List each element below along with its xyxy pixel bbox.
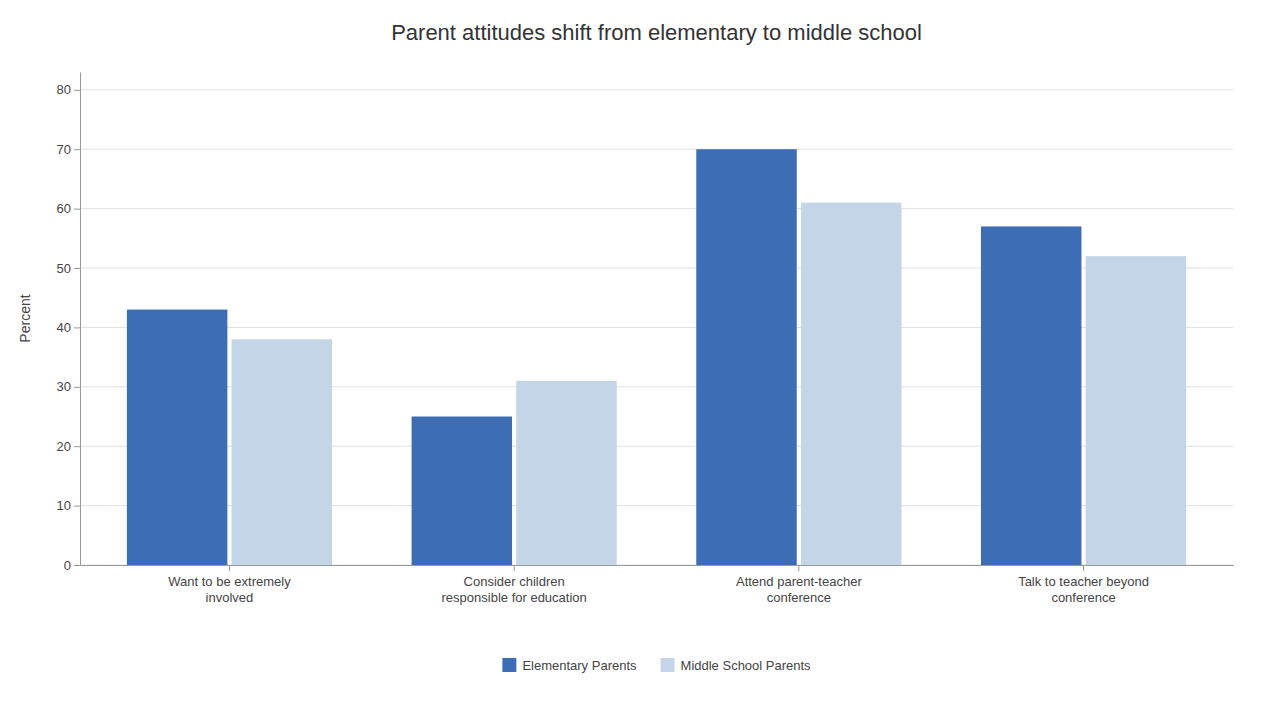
- x-tick-mark: [514, 565, 515, 571]
- legend-label: Elementary Parents: [522, 658, 637, 673]
- y-tick-mark: [74, 506, 80, 507]
- y-tick: 20: [57, 439, 80, 454]
- bar-series: [232, 203, 1187, 565]
- legend-item: Elementary Parents: [502, 658, 637, 673]
- bar: [412, 417, 512, 565]
- x-tick-label: Attend parent-teacherconference: [736, 574, 862, 605]
- y-tick-label: 30: [57, 379, 71, 394]
- y-tick-mark: [74, 268, 80, 269]
- x-axis-line: [81, 565, 1234, 566]
- x-tick-label-line: conference: [767, 590, 831, 605]
- grid: [80, 90, 1233, 565]
- x-tick-mark: [229, 565, 230, 571]
- y-tick: 70: [57, 142, 80, 157]
- x-tick-mark: [798, 565, 799, 571]
- bars: [127, 149, 1186, 565]
- bar: [127, 310, 227, 565]
- y-tick: 30: [57, 379, 80, 394]
- x-tick-label-line: conference: [1051, 590, 1115, 605]
- x-tick-label-line: responsible for education: [442, 590, 587, 605]
- legend-swatch: [502, 658, 516, 672]
- y-tick-label: 40: [57, 320, 71, 335]
- x-axis: Want to be extremelyinvolved Consider chi…: [81, 565, 1234, 605]
- y-tick-mark: [74, 209, 80, 210]
- y-axis: 0 10 20 30 40 50 60 70 80: [57, 73, 81, 573]
- x-tick-label: Want to be extremelyinvolved: [168, 574, 291, 605]
- chart-container: 0 10 20 30 40 50 60 70 80 Want to be extremelyinv…: [0, 0, 1263, 705]
- y-tick-mark: [74, 327, 80, 328]
- y-tick-label: 70: [57, 142, 71, 157]
- x-tick-label-line: Consider children: [464, 574, 565, 589]
- legend: Elementary Parents Middle School Parents: [502, 658, 811, 673]
- y-tick-mark: [74, 90, 80, 91]
- bar-series: [127, 149, 1082, 565]
- y-axis-title: Percent: [17, 294, 33, 342]
- y-tick-mark: [74, 149, 80, 150]
- legend-label: Middle School Parents: [681, 658, 812, 673]
- y-tick: 50: [57, 261, 80, 276]
- chart-title: Parent attitudes shift from elementary t…: [391, 20, 922, 45]
- y-tick-label: 80: [57, 82, 71, 97]
- grid-line: [80, 149, 1233, 150]
- y-tick-label: 0: [64, 558, 71, 573]
- x-tick-label: Talk to teacher beyondconference: [1018, 574, 1149, 605]
- x-tick-label-line: involved: [206, 590, 254, 605]
- grid-line: [80, 89, 1233, 90]
- x-tick-label-line: Attend parent-teacher: [736, 574, 862, 589]
- x-tick-label-line: Talk to teacher beyond: [1018, 574, 1149, 589]
- bar: [232, 339, 332, 565]
- x-tick: Consider childrenresponsible for educati…: [442, 565, 587, 605]
- x-tick-mark: [1083, 565, 1084, 571]
- bar: [801, 203, 901, 565]
- grid-line: [80, 208, 1233, 209]
- legend-item: Middle School Parents: [661, 658, 812, 673]
- y-tick-label: 10: [57, 498, 71, 513]
- bar: [1086, 256, 1186, 565]
- chart-svg: 0 10 20 30 40 50 60 70 80 Want to be extremelyinv…: [0, 0, 1263, 705]
- y-tick: 40: [57, 320, 80, 335]
- y-tick: 0: [64, 558, 80, 573]
- x-tick: Talk to teacher beyondconference: [1018, 565, 1149, 605]
- bar: [981, 226, 1081, 565]
- y-tick-mark: [74, 446, 80, 447]
- legend-swatch: [661, 658, 675, 672]
- plot-area: 0 10 20 30 40 50 60 70 80 Want to be extremelyinv…: [57, 73, 1234, 606]
- y-axis-line: [80, 73, 81, 566]
- y-tick-mark: [74, 565, 80, 566]
- y-tick-label: 60: [57, 201, 71, 216]
- y-tick: 80: [57, 82, 80, 97]
- x-tick-label-line: Want to be extremely: [168, 574, 291, 589]
- bar: [696, 149, 796, 565]
- x-tick: Want to be extremelyinvolved: [168, 565, 291, 605]
- y-tick: 60: [57, 201, 80, 216]
- y-tick-label: 20: [57, 439, 71, 454]
- y-tick-mark: [74, 387, 80, 388]
- y-tick: 10: [57, 498, 80, 513]
- bar: [516, 381, 616, 565]
- x-tick-label: Consider childrenresponsible for educati…: [442, 574, 587, 605]
- y-tick-label: 50: [57, 261, 71, 276]
- x-tick: Attend parent-teacherconference: [736, 565, 862, 605]
